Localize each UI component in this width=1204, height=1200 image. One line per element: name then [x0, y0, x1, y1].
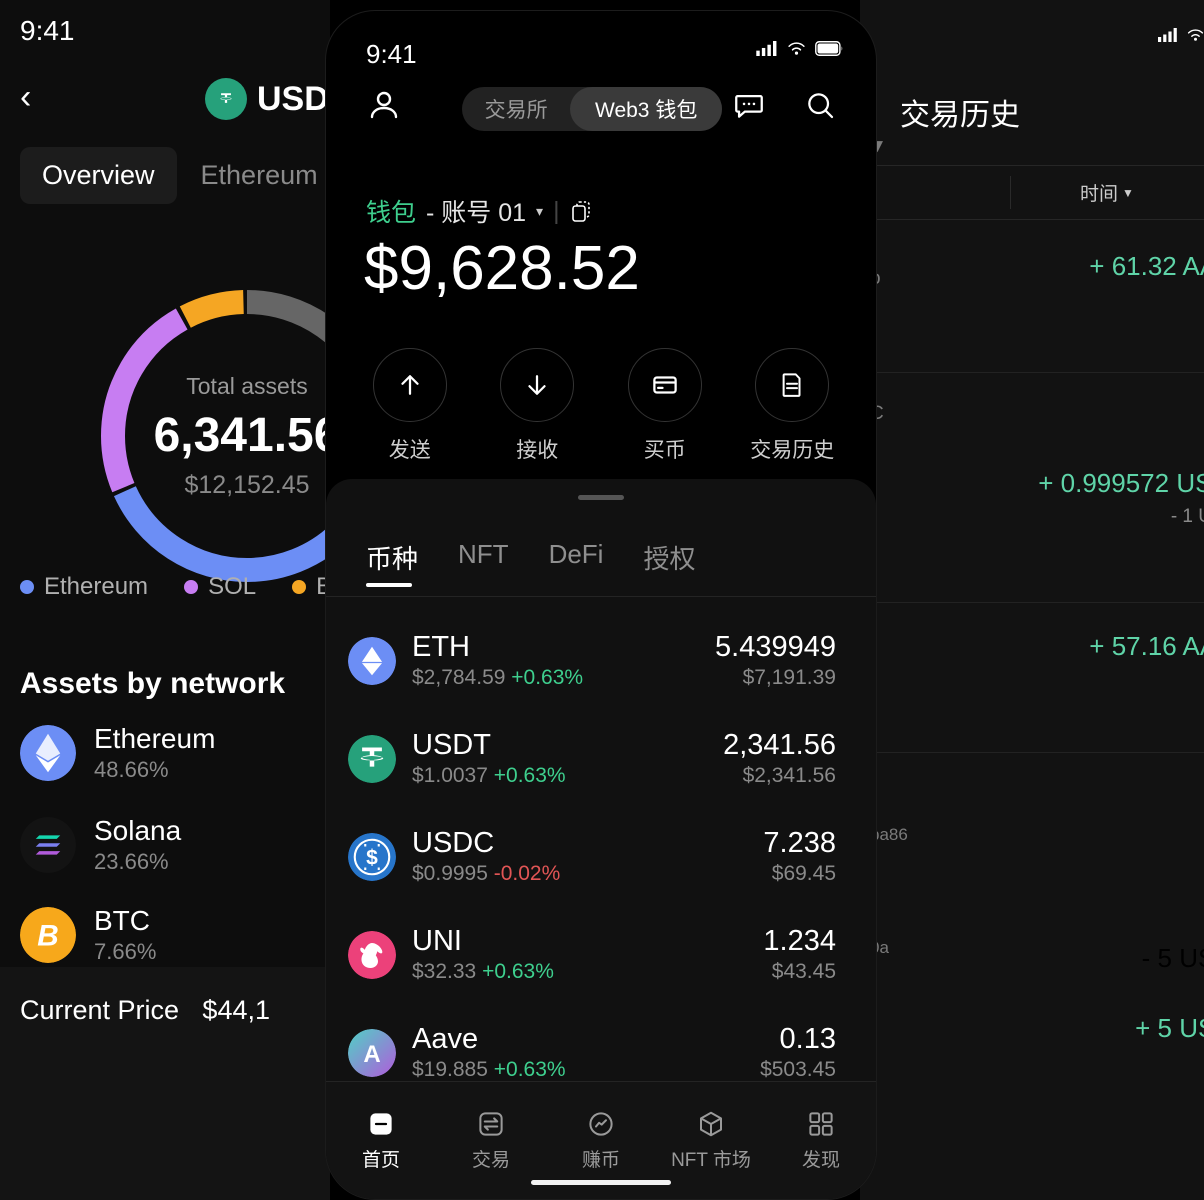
svg-text:B: B [37, 920, 59, 953]
svg-text:A: A [363, 1041, 380, 1068]
svg-text:$: $ [366, 846, 378, 869]
